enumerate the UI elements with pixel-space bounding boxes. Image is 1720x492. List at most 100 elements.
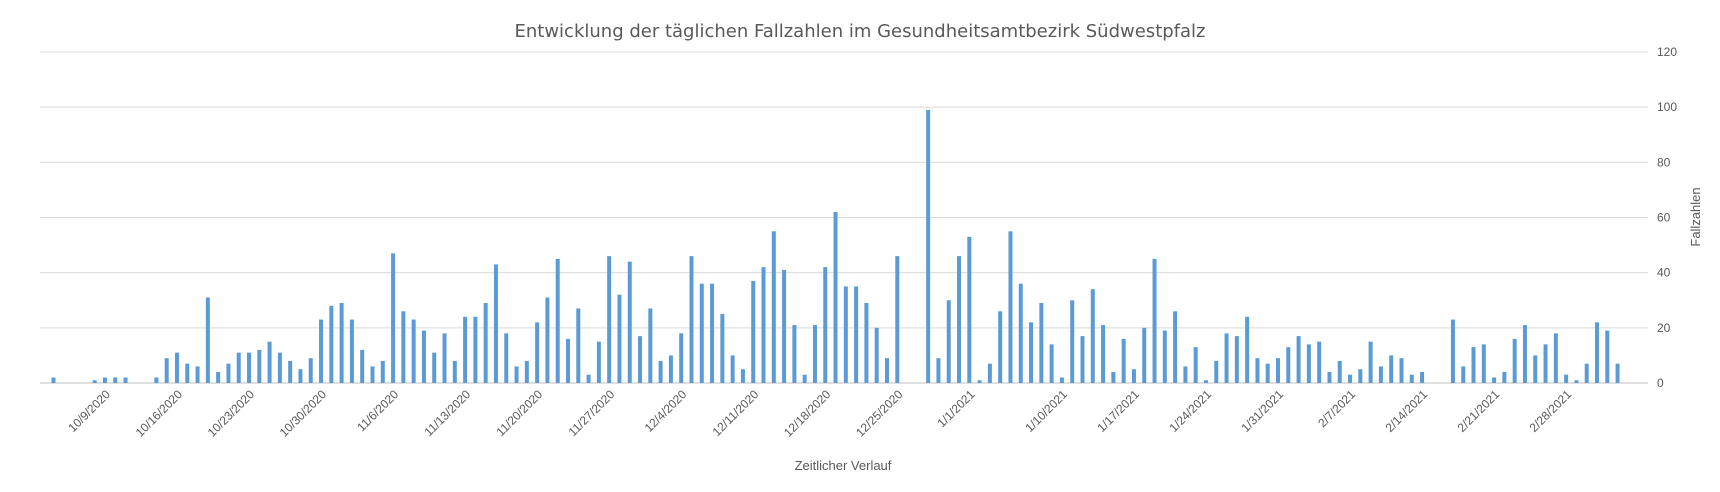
- x-tick-label: 2/14/2021: [1383, 387, 1431, 435]
- x-tick-label: 1/31/2021: [1238, 387, 1286, 435]
- x-axis-label: Zeitlicher Verlauf: [795, 458, 892, 473]
- bar: [751, 280, 756, 383]
- x-tick-label: 12/11/2020: [710, 387, 762, 439]
- bar: [154, 377, 159, 383]
- bar: [771, 231, 776, 383]
- y-tick-label: 100: [1657, 100, 1677, 114]
- y-tick-label: 0: [1657, 376, 1664, 390]
- bar: [174, 352, 179, 383]
- bar: [1059, 377, 1064, 383]
- bar: [205, 297, 210, 383]
- y-tick-labels: 0 20 40 60 80 100 120: [1657, 45, 1677, 390]
- bar: [308, 358, 313, 383]
- x-tick-label: 2/7/2021: [1315, 387, 1358, 430]
- bar: [1543, 344, 1548, 383]
- bar: [1615, 363, 1620, 383]
- bar: [185, 363, 190, 383]
- bar: [267, 341, 272, 384]
- bar: [319, 319, 324, 383]
- bar: [535, 322, 540, 383]
- bar: [1008, 231, 1013, 383]
- bar: [164, 358, 169, 383]
- bar: [452, 360, 457, 383]
- x-tick-label: 10/23/2020: [205, 387, 258, 440]
- x-tick-label: 11/27/2020: [566, 387, 618, 439]
- bar: [1224, 333, 1229, 383]
- bar: [545, 297, 550, 383]
- bar: [710, 283, 715, 383]
- bar: [1183, 366, 1188, 383]
- bar: [555, 258, 560, 384]
- bar: [514, 366, 519, 383]
- bar: [946, 300, 951, 383]
- x-tick-label: 10/9/2020: [65, 387, 113, 435]
- bar: [1101, 325, 1106, 383]
- bar: [524, 360, 529, 383]
- bar: [1502, 371, 1507, 383]
- bar: [1492, 377, 1497, 383]
- bar: [380, 360, 385, 383]
- bar: [1522, 325, 1527, 383]
- bar: [1389, 355, 1394, 383]
- bar: [668, 355, 673, 383]
- x-tick-label: 12/25/2020: [853, 387, 906, 440]
- y-tick-label: 80: [1657, 155, 1671, 169]
- bar: [689, 256, 694, 383]
- bar: [349, 319, 354, 383]
- bar: [216, 371, 221, 383]
- bar: [648, 308, 653, 383]
- chart-title: Entwicklung der täglichen Fallzahlen im …: [515, 21, 1206, 42]
- bar: [1286, 347, 1291, 383]
- bar: [1378, 366, 1383, 383]
- bar: [1533, 355, 1538, 383]
- bar: [576, 308, 581, 383]
- x-tick-label: 2/28/2021: [1527, 387, 1575, 435]
- bar: [1512, 338, 1517, 383]
- bar: [679, 333, 684, 383]
- bar: [473, 316, 478, 383]
- bar: [1090, 289, 1095, 383]
- bar: [1121, 338, 1126, 383]
- bar: [1450, 319, 1455, 383]
- bar: [998, 311, 1003, 383]
- bar: [1461, 366, 1466, 383]
- bar: [51, 377, 56, 383]
- bar: [102, 377, 107, 383]
- x-tick-label: 1/10/2021: [1022, 387, 1070, 435]
- bar: [1203, 380, 1208, 383]
- bar: [257, 349, 262, 383]
- bar: [967, 236, 972, 383]
- bar: [329, 305, 334, 383]
- bar: [1564, 374, 1569, 383]
- x-tick-label: 11/20/2020: [493, 387, 545, 439]
- bar: [504, 333, 509, 383]
- bar: [298, 369, 303, 383]
- bars: [51, 109, 1620, 384]
- bar: [854, 286, 859, 383]
- bar: [1420, 371, 1425, 383]
- bar: [823, 267, 828, 383]
- bar: [1173, 311, 1178, 383]
- bar: [113, 377, 118, 383]
- bar: [1070, 300, 1075, 383]
- bar: [1471, 347, 1476, 383]
- x-tick-label: 10/16/2020: [133, 387, 186, 440]
- x-tick-label: 1/24/2021: [1166, 387, 1214, 435]
- bar: [370, 366, 375, 383]
- bar: [884, 358, 889, 383]
- bar: [1255, 358, 1260, 383]
- x-tick-label: 2/21/2021: [1455, 387, 1503, 435]
- bar: [247, 352, 252, 383]
- bar: [1296, 336, 1301, 383]
- bar: [226, 363, 231, 383]
- bar: [1276, 358, 1281, 383]
- bar: [421, 330, 426, 383]
- bar: [1039, 303, 1044, 383]
- bar: [195, 366, 200, 383]
- bar: [617, 294, 622, 383]
- bar: [761, 267, 766, 383]
- bar: [483, 303, 488, 383]
- bar: [1245, 316, 1250, 383]
- bar: [1234, 336, 1239, 383]
